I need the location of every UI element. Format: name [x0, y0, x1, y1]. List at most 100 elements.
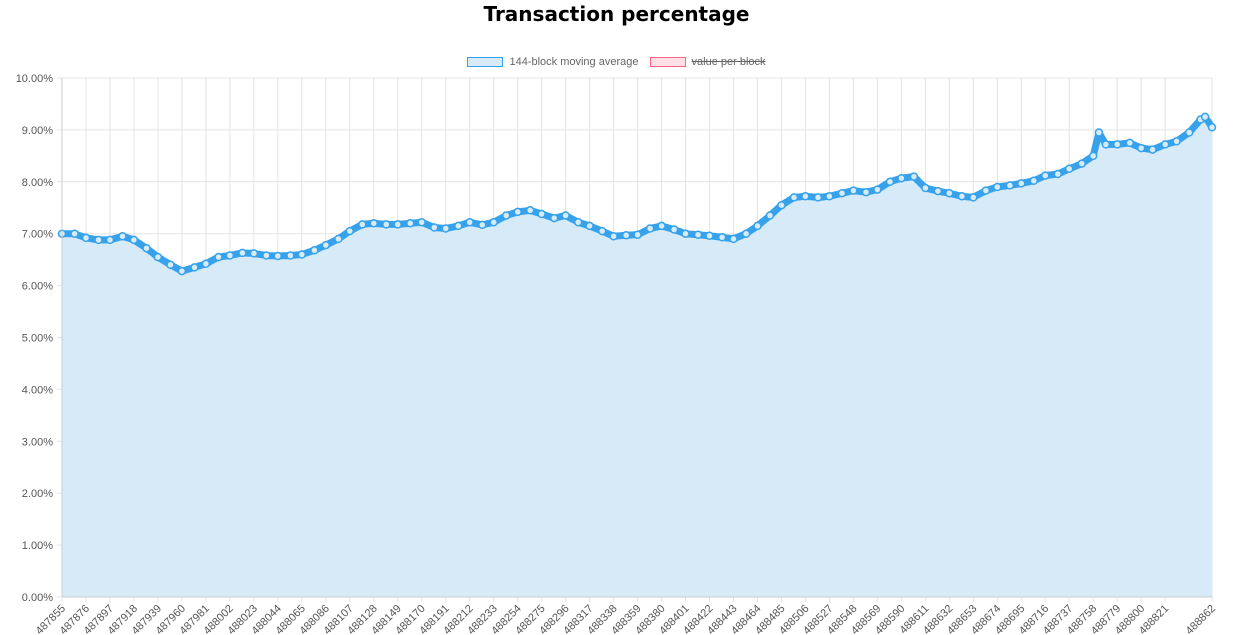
- x-tick-label: 488862: [1184, 603, 1218, 635]
- data-point: [729, 234, 738, 244]
- data-point: [693, 230, 703, 239]
- legend-swatch-moving-average: [467, 57, 504, 67]
- series-area: [58, 113, 1216, 597]
- data-point: [921, 183, 930, 193]
- data-point: [81, 233, 91, 243]
- data-point: [1029, 176, 1039, 186]
- data-point: [441, 224, 450, 233]
- data-point: [753, 221, 762, 231]
- data-point: [369, 219, 379, 228]
- data-point: [393, 220, 402, 229]
- data-point: [105, 235, 115, 245]
- data-point: [334, 234, 343, 244]
- data-point: [717, 233, 727, 242]
- data-point: [1041, 171, 1050, 180]
- data-point: [789, 193, 799, 202]
- legend-item-value-per-block[interactable]: value per block: [649, 56, 766, 68]
- data-point: [741, 229, 751, 238]
- data-point: [849, 186, 858, 195]
- data-point: [1017, 179, 1026, 188]
- y-tick-label: 4.00%: [22, 384, 53, 396]
- chart-title: Transaction percentage: [483, 2, 750, 26]
- data-point: [190, 263, 199, 272]
- data-point: [969, 193, 978, 202]
- data-point: [286, 251, 295, 260]
- data-point: [214, 252, 223, 262]
- data-point: [885, 177, 895, 187]
- data-point: [801, 192, 810, 201]
- data-point: [633, 230, 642, 239]
- y-tick-label: 5.00%: [22, 333, 53, 345]
- data-point: [537, 209, 546, 219]
- data-point: [118, 232, 127, 241]
- data-point: [1005, 181, 1015, 190]
- data-point: [861, 187, 871, 197]
- data-point: [777, 200, 786, 210]
- y-tick-label: 8.00%: [22, 177, 53, 189]
- data-point: [813, 193, 823, 202]
- legend-item-moving-average[interactable]: 144-block moving average: [467, 56, 638, 68]
- data-point: [1207, 123, 1217, 132]
- data-point: [561, 211, 570, 220]
- data-point: [129, 235, 139, 245]
- data-point: [406, 219, 415, 228]
- y-tick-label: 6.00%: [22, 281, 53, 293]
- data-point: [1112, 140, 1122, 149]
- data-point: [1125, 138, 1135, 148]
- series-points: [57, 112, 1217, 276]
- data-point: [1101, 140, 1111, 149]
- data-point: [945, 188, 954, 198]
- data-point: [1200, 112, 1210, 122]
- data-point: [585, 221, 594, 231]
- data-point: [94, 235, 103, 245]
- data-point: [873, 185, 882, 194]
- data-point: [825, 192, 834, 201]
- data-point: [933, 186, 943, 196]
- data-point: [465, 218, 474, 227]
- data-point: [1094, 128, 1104, 137]
- data-point: [897, 173, 906, 183]
- data-point: [345, 226, 355, 236]
- y-tick-label: 3.00%: [22, 436, 53, 448]
- data-point: [1148, 145, 1157, 154]
- data-point: [1088, 151, 1098, 161]
- data-point: [1136, 143, 1146, 153]
- y-tick-label: 10.00%: [16, 73, 54, 85]
- data-point: [1053, 169, 1063, 179]
- data-point: [238, 248, 247, 258]
- data-point: [297, 250, 307, 259]
- data-point: [501, 211, 511, 220]
- data-point: [273, 251, 283, 261]
- data-point: [513, 207, 522, 217]
- data-point: [549, 213, 559, 223]
- data-point: [1077, 159, 1087, 168]
- data-point: [597, 226, 607, 236]
- data-point: [321, 240, 331, 250]
- data-point: [177, 266, 187, 276]
- y-tick-label: 2.00%: [22, 488, 53, 500]
- legend-label-moving-average: 144-block moving average: [509, 56, 639, 68]
- data-point: [478, 220, 487, 230]
- data-point: [957, 192, 967, 201]
- data-point: [909, 172, 919, 181]
- data-point: [310, 246, 319, 255]
- data-point: [993, 182, 1002, 192]
- data-point: [1172, 137, 1181, 146]
- data-point: [525, 206, 535, 215]
- data-point: [153, 252, 163, 262]
- data-point: [249, 249, 259, 258]
- data-point: [1184, 128, 1194, 137]
- chart-legend: 144-block moving average value per block: [0, 56, 1233, 70]
- data-point: [142, 243, 151, 253]
- y-tick-label: 1.00%: [22, 540, 53, 552]
- data-point: [837, 188, 847, 198]
- data-point: [417, 218, 426, 227]
- data-point: [1064, 164, 1074, 174]
- data-point: [657, 221, 666, 231]
- data-point: [166, 260, 175, 270]
- data-point: [981, 186, 991, 195]
- legend-swatch-value-per-block: [649, 57, 686, 67]
- data-point: [262, 251, 271, 260]
- data-point: [705, 231, 714, 241]
